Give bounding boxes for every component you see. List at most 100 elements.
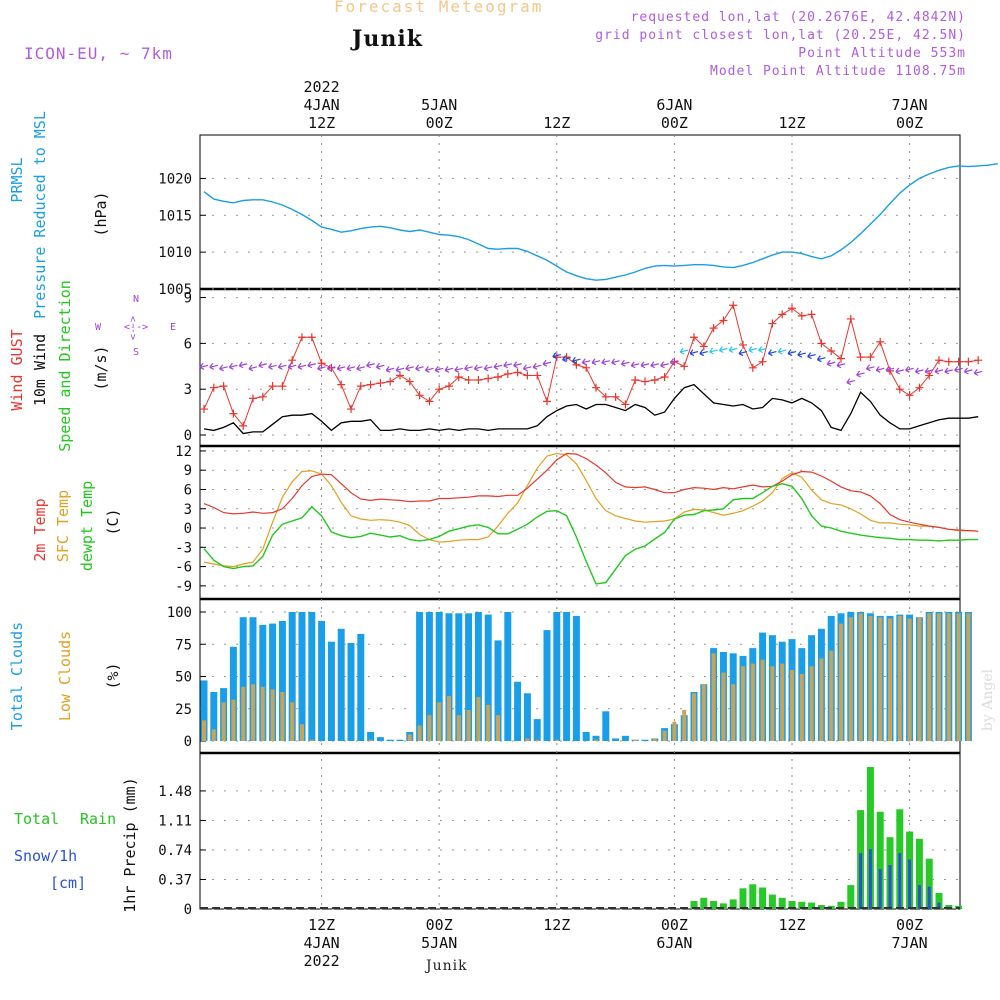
low-cloud-bar bbox=[829, 650, 834, 741]
wind-direction-arrow bbox=[287, 362, 297, 370]
day-label-top: 7JAN bbox=[892, 96, 928, 114]
wind-direction-arrow bbox=[209, 362, 218, 370]
wind-direction-arrow bbox=[758, 346, 767, 354]
low-cloud-bar bbox=[760, 659, 765, 741]
pressure-ylabel-b: Pressure Reduced to MSL bbox=[31, 111, 49, 319]
wind-direction-arrow bbox=[689, 349, 699, 357]
low-cloud-bar bbox=[251, 684, 255, 741]
total-cloud-bar bbox=[347, 643, 355, 741]
total-cloud-bar bbox=[533, 719, 541, 741]
compass-s: S bbox=[133, 347, 139, 358]
wind-direction-arrow bbox=[718, 346, 728, 354]
wind-gust-marker bbox=[758, 357, 767, 366]
total-cloud-bar bbox=[210, 692, 218, 741]
wind-direction-arrow bbox=[581, 358, 591, 366]
requested-coordinates: requested lon,lat (20.2676E, 42.4842N) bbox=[630, 10, 966, 25]
low-cloud-bar bbox=[692, 693, 696, 741]
wind-direction-arrow bbox=[552, 352, 561, 360]
precip-cm-label: [cm] bbox=[50, 874, 86, 892]
tick-label: 0 bbox=[184, 902, 192, 918]
wind-gust-marker bbox=[464, 376, 473, 385]
tick-label: 6 bbox=[184, 482, 192, 498]
total-cloud-bar bbox=[641, 739, 649, 741]
wind-gust-marker bbox=[974, 356, 983, 365]
total-precip-bar bbox=[915, 838, 923, 909]
wind-gust-marker bbox=[445, 382, 453, 391]
wind-gust-ylabel: Wind GUST bbox=[8, 329, 26, 410]
low-cloud-bar bbox=[437, 702, 442, 741]
wind-gust-marker bbox=[611, 392, 620, 401]
low-cloud-bar bbox=[280, 692, 285, 741]
tick-label: 9 bbox=[184, 291, 192, 307]
wind-direction-arrow bbox=[934, 367, 944, 375]
total-precip-bar bbox=[739, 888, 747, 909]
low-cloud-bar bbox=[799, 673, 804, 741]
sfc-temp-ylabel: SFC Temp bbox=[54, 490, 72, 562]
wind-direction-arrow bbox=[679, 347, 689, 355]
wind-gust-marker bbox=[866, 353, 875, 362]
day-label-top: 5JAN bbox=[421, 96, 457, 114]
low-cloud-bar bbox=[211, 729, 216, 741]
wind-direction-arrow bbox=[513, 361, 522, 369]
total-cloud-bar bbox=[602, 711, 610, 741]
day-label-bottom: 5JAN bbox=[421, 934, 457, 952]
low-cloud-bar bbox=[202, 720, 206, 741]
wind-direction-arrow bbox=[963, 367, 973, 375]
precip-total-label: Total bbox=[14, 810, 59, 828]
wind-gust-marker bbox=[288, 356, 297, 365]
wind-gust-marker bbox=[601, 392, 610, 401]
compass-w: W bbox=[95, 322, 102, 333]
total-cloud-bar bbox=[337, 628, 345, 741]
wind-direction-arrow bbox=[424, 365, 434, 373]
year-label-bottom: 2022 bbox=[304, 952, 340, 970]
snow-bar bbox=[859, 853, 863, 909]
day-label-bottom: 6JAN bbox=[656, 934, 692, 952]
wind-direction-arrow bbox=[846, 378, 855, 386]
low-cloud-bar bbox=[711, 653, 716, 741]
wind-gust-marker bbox=[396, 371, 404, 380]
wind-gust-marker bbox=[376, 379, 385, 388]
wind-gust-marker bbox=[925, 371, 934, 380]
total-cloud-bar bbox=[484, 614, 492, 741]
wind-gust-marker bbox=[258, 392, 267, 401]
hour-label-top: 12Z bbox=[778, 114, 805, 132]
snow-bar bbox=[888, 865, 892, 909]
wind-gust-marker bbox=[307, 333, 316, 342]
wind-gust-marker bbox=[837, 354, 845, 363]
hour-label-top: 12Z bbox=[308, 114, 335, 132]
tick-label: 1005 bbox=[158, 282, 192, 298]
wind-direction-arrow bbox=[601, 358, 610, 366]
tick-label: -3 bbox=[175, 540, 192, 556]
panel-frame bbox=[199, 752, 961, 910]
hour-label-top: 00Z bbox=[426, 114, 453, 132]
total-cloud-bar bbox=[582, 732, 590, 741]
total-cloud-bar bbox=[357, 633, 365, 741]
tick-label: 6 bbox=[184, 336, 192, 352]
total-cloud-bar bbox=[396, 739, 404, 741]
total-cloud-bar bbox=[465, 613, 473, 741]
wind-direction-arrow bbox=[807, 352, 816, 360]
wind-direction-arrow bbox=[258, 361, 267, 369]
wind-gust-marker bbox=[876, 337, 885, 346]
wind-gust-marker bbox=[699, 342, 708, 351]
low-cloud-bar bbox=[633, 739, 638, 741]
wind-gust-marker bbox=[503, 369, 512, 378]
wind-gust-marker bbox=[827, 347, 836, 356]
day-label-top: 4JAN bbox=[304, 96, 340, 114]
wind-gust-marker bbox=[425, 397, 434, 406]
wind-direction-arrow bbox=[728, 346, 738, 354]
wind-direction-arrow bbox=[630, 361, 640, 369]
tick-label: 1.11 bbox=[158, 813, 192, 829]
tick-label: 0.74 bbox=[158, 843, 192, 859]
wind-direction-arrow bbox=[375, 362, 385, 370]
snow-bar bbox=[937, 902, 941, 909]
wind-direction-arrow bbox=[777, 347, 787, 355]
wind-direction-arrow bbox=[532, 362, 542, 370]
total-clouds-ylabel: Total Clouds bbox=[8, 622, 26, 730]
total-precip-bar bbox=[817, 905, 825, 909]
wind-gust-marker bbox=[846, 314, 855, 323]
wind-gust-marker bbox=[739, 340, 747, 349]
tick-label: 50 bbox=[175, 670, 192, 686]
low-cloud-bar bbox=[780, 663, 785, 741]
wind-gust-marker bbox=[347, 405, 355, 414]
